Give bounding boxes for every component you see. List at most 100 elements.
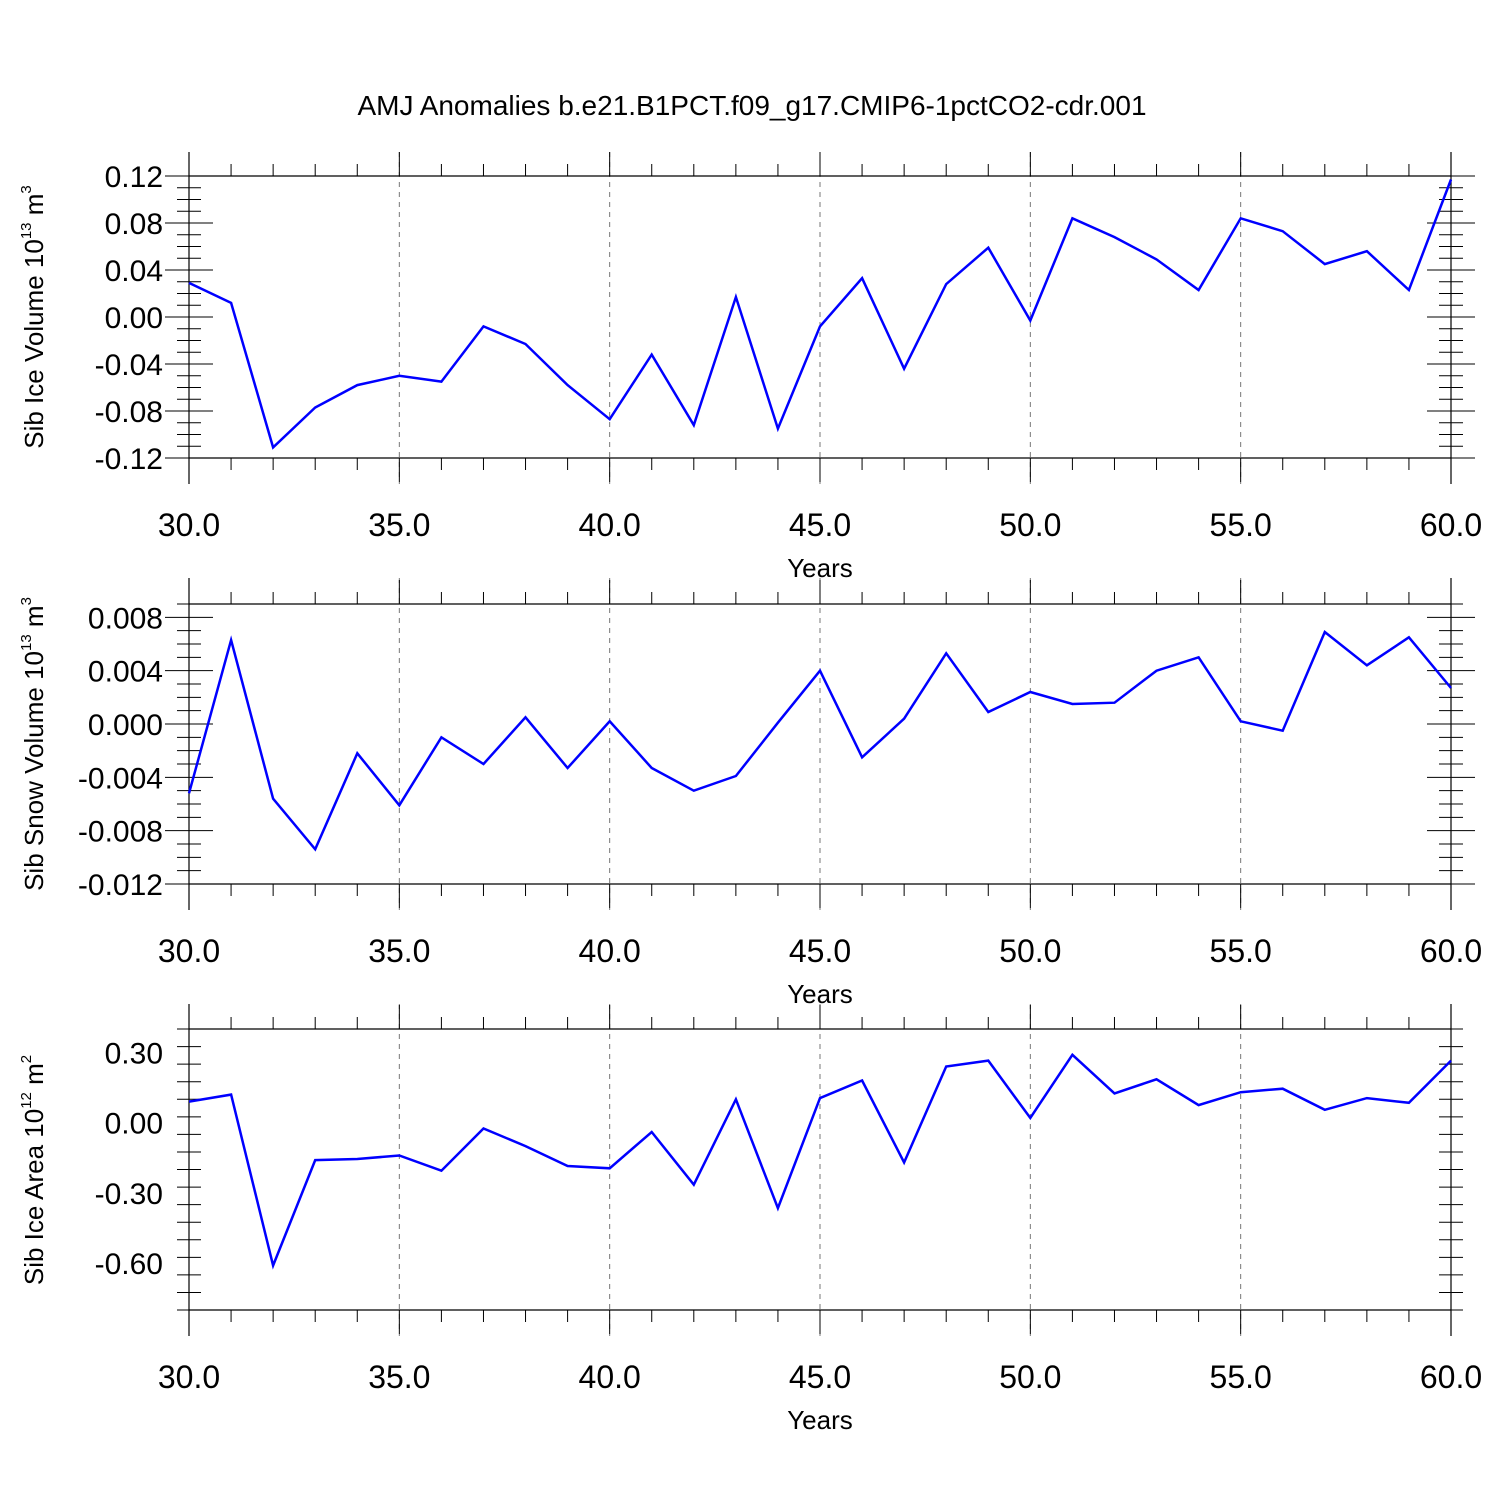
- series-line: [187, 630, 1452, 852]
- data-point: [439, 735, 443, 739]
- data-point: [187, 281, 191, 285]
- data-point: [776, 1206, 780, 1210]
- data-point: [439, 380, 443, 384]
- x-tick-label: 30.0: [158, 1359, 220, 1395]
- data-point: [776, 721, 780, 725]
- y-tick-label: -0.12: [95, 443, 163, 476]
- series-line: [188, 1052, 1452, 1270]
- data-point: [524, 342, 528, 346]
- y-tick-label: -0.008: [78, 816, 163, 849]
- y-tick-label: -0.30: [95, 1178, 163, 1211]
- x-tick-label: 60.0: [1420, 933, 1482, 969]
- data-point: [1239, 719, 1243, 723]
- x-tick-label: 30.0: [158, 507, 220, 543]
- data-point: [355, 751, 359, 755]
- data-point: [1070, 216, 1074, 220]
- data-point: [1365, 1096, 1369, 1100]
- data-point: [1407, 1101, 1411, 1105]
- data-point: [776, 427, 780, 431]
- data-point: [860, 755, 864, 759]
- data-point: [229, 1093, 233, 1097]
- y-tick-label: -0.012: [78, 869, 163, 902]
- data-point: [229, 638, 233, 642]
- data-point: [439, 1169, 443, 1173]
- x-tick-label: 55.0: [1210, 1359, 1272, 1395]
- data-point: [1323, 262, 1327, 266]
- data-point: [944, 651, 948, 655]
- x-tick-label: 45.0: [789, 1359, 851, 1395]
- data-point: [397, 1154, 401, 1158]
- data-point: [1323, 630, 1327, 634]
- x-tick-label: 50.0: [999, 507, 1061, 543]
- data-point: [1113, 235, 1117, 239]
- panel-1: 30.0 35.0 40.0 45.0 50.0 55.0 60.0 0.12 0.08 0.04…: [18, 152, 1482, 583]
- y-tick-label: 0.00: [105, 1108, 163, 1141]
- x-tick-label: 35.0: [368, 507, 430, 543]
- data-point: [818, 1096, 822, 1100]
- y-tick-label: 0.004: [88, 656, 163, 689]
- x-tick-label: 50.0: [999, 933, 1061, 969]
- data-point: [1028, 319, 1032, 323]
- y-axis-label: Sib Snow Volume 1013 m3: [18, 597, 49, 891]
- x-tick-label: 30.0: [158, 933, 220, 969]
- y-tick-label: -0.004: [78, 762, 163, 795]
- data-point: [692, 1183, 696, 1187]
- x-tick-label: 35.0: [368, 933, 430, 969]
- data-point: [1070, 1053, 1074, 1057]
- data-point: [1113, 701, 1117, 705]
- data-point: [1113, 1091, 1117, 1095]
- x-tick-label: 45.0: [789, 507, 851, 543]
- data-point: [1281, 729, 1285, 733]
- data-point: [187, 1100, 191, 1104]
- data-point: [1407, 635, 1411, 639]
- data-point: [1449, 1059, 1453, 1063]
- series-line: [188, 179, 1453, 450]
- data-point: [734, 774, 738, 778]
- data-point: [1028, 690, 1032, 694]
- data-point: [1155, 669, 1159, 673]
- y-tick-label: -0.60: [95, 1248, 163, 1281]
- data-point: [608, 417, 612, 421]
- data-point: [650, 353, 654, 357]
- chart-title: AMJ Anomalies b.e21.B1PCT.f09_g17.CMIP6-…: [357, 90, 1146, 121]
- data-point: [902, 1161, 906, 1165]
- data-point: [1239, 1090, 1243, 1094]
- data-point: [1197, 288, 1201, 292]
- y-axis-label: Sib Ice Area 1012 m2: [18, 1055, 49, 1285]
- data-point: [734, 1097, 738, 1101]
- y-tick-label: -0.04: [95, 349, 163, 382]
- data-point: [902, 717, 906, 721]
- x-tick-label: 60.0: [1420, 507, 1482, 543]
- data-point: [566, 383, 570, 387]
- y-tick-label: 0.000: [88, 709, 163, 742]
- x-tick-label: 50.0: [999, 1359, 1061, 1395]
- data-point: [355, 1157, 359, 1161]
- data-point: [902, 367, 906, 371]
- data-point: [566, 1164, 570, 1168]
- x-tick-label: 40.0: [579, 507, 641, 543]
- data-point: [271, 445, 275, 449]
- data-point: [944, 1065, 948, 1069]
- data-point: [313, 1158, 317, 1162]
- data-point: [1155, 1077, 1159, 1081]
- data-point: [482, 1127, 486, 1131]
- data-point: [608, 1166, 612, 1170]
- data-point: [986, 710, 990, 714]
- data-point: [397, 374, 401, 378]
- data-point: [692, 423, 696, 427]
- data-point: [1323, 1108, 1327, 1112]
- data-point: [1281, 229, 1285, 233]
- data-point: [271, 797, 275, 801]
- data-point: [734, 295, 738, 299]
- data-point: [650, 766, 654, 770]
- data-point: [1365, 249, 1369, 253]
- y-tick-label: 0.08: [105, 208, 163, 241]
- data-point: [313, 406, 317, 410]
- y-tick-label: 0.30: [105, 1037, 163, 1070]
- data-point: [944, 282, 948, 286]
- x-tick-label: 55.0: [1210, 933, 1272, 969]
- data-point: [229, 301, 233, 305]
- data-point: [313, 847, 317, 851]
- data-point: [1155, 257, 1159, 261]
- x-tick-label: 40.0: [579, 1359, 641, 1395]
